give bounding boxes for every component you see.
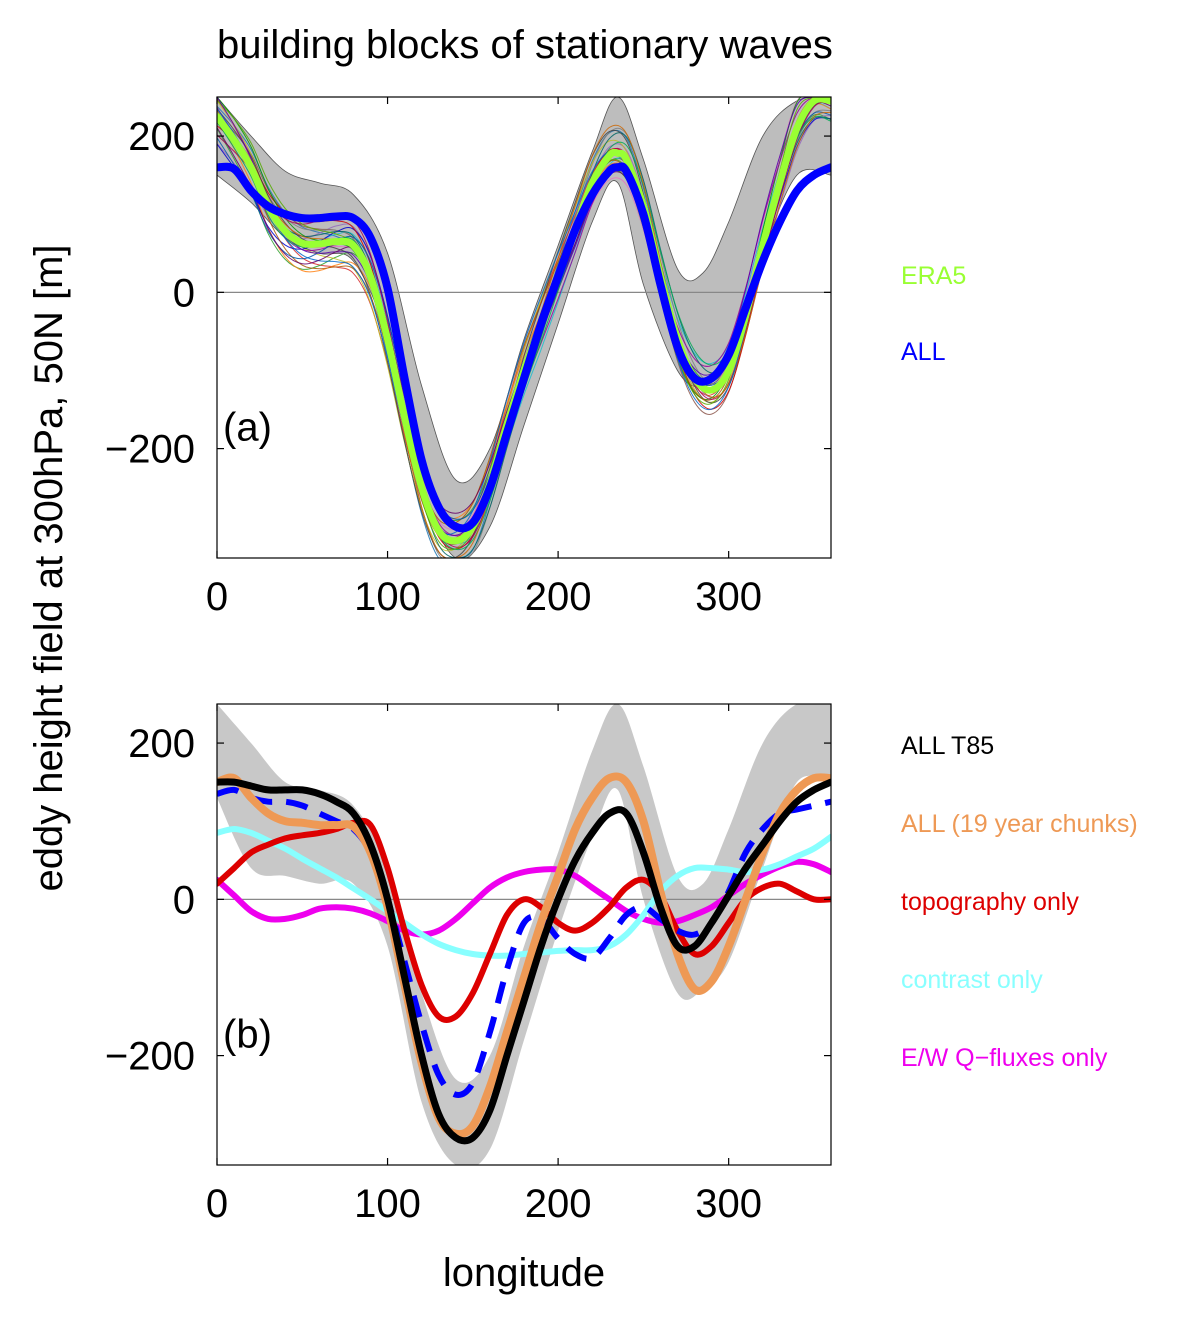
x-tick-label: 100 [354, 1182, 421, 1226]
legend-item-label: ERA5 [901, 262, 966, 290]
plot-content [217, 704, 831, 1165]
plot-frame [216, 703, 832, 1166]
legend-item-label: ALL [901, 338, 946, 366]
legend-item-label: contrast only [901, 966, 1043, 994]
legend-item-label: ALL (19 year chunks) [901, 810, 1138, 838]
series-line-all-19-year-chunks [217, 772, 831, 1139]
y-tick-label: −200 [105, 1035, 195, 1079]
y-tick-label: −200 [105, 428, 195, 472]
ensemble-member-line [217, 97, 831, 552]
panel-label: (b) [223, 1013, 272, 1057]
plot-frame [216, 96, 832, 559]
x-tick-label: 0 [206, 1182, 228, 1226]
legend-item-label: E/W Q−fluxes only [901, 1044, 1108, 1072]
y-tick-label: 0 [173, 271, 195, 315]
x-tick-label: 300 [695, 575, 762, 619]
series-line-all-t85 [217, 778, 831, 1145]
ensemble-member-line [217, 97, 831, 536]
chart-title: building blocks of stationary waves [217, 23, 833, 67]
panel-a: 0 100 200 300 −200 0 200 (a) [105, 96, 832, 619]
y-axis-label: eddy height field at 300hPa, 50N [m] [27, 244, 71, 891]
y-tick-label: 200 [128, 722, 195, 766]
x-tick-label: 200 [525, 1182, 592, 1226]
legend-item-label: topography only [901, 888, 1079, 916]
x-axis-label: longitude [443, 1251, 605, 1295]
x-tick-label: 300 [695, 1182, 762, 1226]
series-line-topography-only [217, 817, 831, 1023]
y-tick-label: 200 [128, 115, 195, 159]
plot-content [217, 97, 831, 558]
legend-item-label: ALL T85 [901, 732, 994, 760]
y-tick-label: 0 [173, 878, 195, 922]
legend-a: ERA5 ALL [901, 262, 966, 366]
x-tick-label: 100 [354, 575, 421, 619]
panel-b: 0 100 200 300 −200 0 200 (b) [105, 703, 832, 1226]
x-tick-label: 0 [206, 575, 228, 619]
legend-b: ALL T85 ALL (19 year chunks) topography on… [901, 732, 1138, 1072]
series-line-all [217, 162, 831, 533]
series-line-contrast-only [217, 826, 831, 959]
x-tick-label: 200 [525, 575, 592, 619]
panel-label: (a) [223, 406, 272, 450]
